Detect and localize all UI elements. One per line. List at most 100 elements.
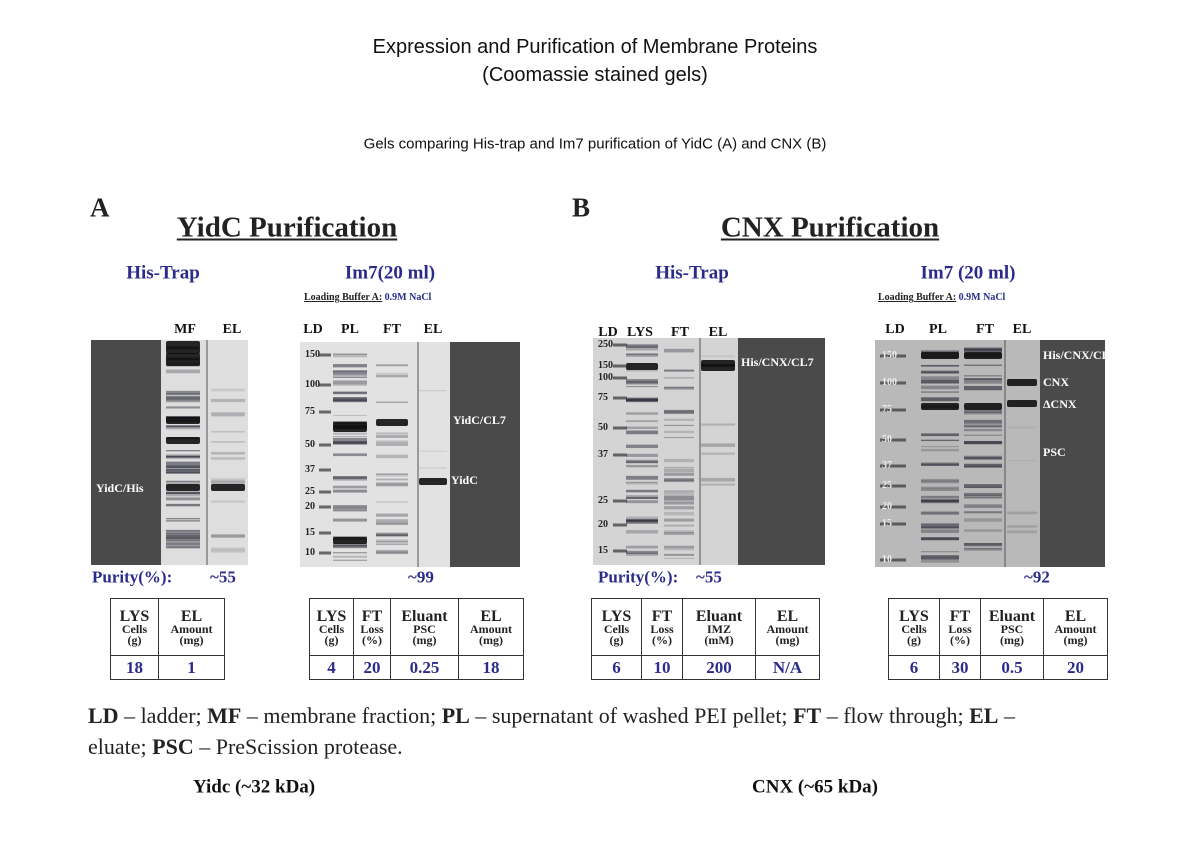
table-cell: 1 bbox=[158, 655, 225, 680]
method-label: Im7(20 ml) bbox=[344, 262, 436, 284]
gel-dark-area bbox=[738, 338, 825, 565]
gel-band bbox=[664, 490, 694, 493]
gel-band bbox=[921, 480, 959, 484]
gel-band bbox=[964, 529, 1002, 532]
gel-band bbox=[626, 379, 658, 383]
header-line: LYS bbox=[316, 607, 347, 625]
legend-text: – ladder; bbox=[118, 703, 208, 728]
gel-band bbox=[376, 541, 408, 545]
gel-dark-area bbox=[450, 342, 520, 567]
gel-band bbox=[166, 529, 200, 533]
header-line: EL bbox=[776, 607, 799, 625]
ladder-label: 75 bbox=[598, 392, 608, 403]
ladder-label: 37 bbox=[305, 464, 315, 475]
gel-band bbox=[376, 549, 408, 553]
gel-band bbox=[1007, 511, 1037, 515]
gel-band bbox=[964, 381, 1002, 384]
legend-abbr: MF bbox=[207, 703, 242, 728]
gel-band bbox=[964, 543, 1002, 545]
gel-band bbox=[376, 442, 408, 446]
gel-band bbox=[664, 468, 694, 473]
gel-dark-area bbox=[91, 340, 161, 565]
ladder-label: 100 bbox=[882, 377, 897, 388]
ladder-label: 50 bbox=[882, 434, 892, 445]
gel-band bbox=[664, 478, 694, 482]
gel-band bbox=[664, 377, 694, 379]
gel-band bbox=[211, 547, 245, 550]
lane-label: PL bbox=[929, 322, 947, 337]
band-label: PSC bbox=[1043, 446, 1066, 458]
gel-band bbox=[333, 397, 367, 401]
gel-band bbox=[964, 403, 1002, 410]
gel-band bbox=[376, 539, 408, 541]
lane-label: EL bbox=[1012, 322, 1032, 337]
gel-band bbox=[376, 520, 408, 524]
gel-band bbox=[664, 369, 694, 372]
header-line: Loss bbox=[360, 621, 384, 636]
gel-band bbox=[664, 412, 694, 415]
band-label: His/CNX/CL7 bbox=[1043, 349, 1105, 361]
gel-band bbox=[376, 551, 408, 555]
gel-band bbox=[921, 403, 959, 410]
gel-band bbox=[376, 534, 408, 537]
gel-band bbox=[921, 560, 959, 563]
gel-band bbox=[376, 475, 408, 477]
gel-band bbox=[921, 371, 959, 374]
gel-band bbox=[921, 376, 959, 380]
gel-band bbox=[211, 441, 245, 443]
gel-band bbox=[166, 537, 200, 540]
gel-band bbox=[921, 352, 959, 359]
legend-abbr: EL bbox=[969, 703, 999, 728]
header-line: Cells bbox=[901, 621, 927, 636]
purity-value: ~55 bbox=[696, 567, 722, 587]
header-line: PSC bbox=[413, 621, 436, 636]
header-line: Amount bbox=[1054, 621, 1097, 636]
header-line: (mM) bbox=[704, 632, 734, 647]
gel-band bbox=[376, 532, 408, 536]
ladder-band bbox=[319, 551, 331, 555]
gel-band bbox=[964, 518, 1002, 522]
ladder-band bbox=[880, 408, 906, 412]
gel-band bbox=[664, 506, 694, 510]
ladder-band bbox=[880, 438, 906, 442]
gel-band bbox=[664, 473, 694, 476]
gel-band bbox=[921, 499, 959, 503]
table-cell: 200 bbox=[682, 655, 756, 680]
header-line: FT bbox=[361, 607, 383, 625]
gel-band bbox=[964, 389, 1002, 391]
ladder-label: 20 bbox=[305, 501, 315, 512]
gel-band bbox=[333, 505, 367, 510]
header-line: PSC bbox=[1000, 621, 1024, 636]
gel-band bbox=[964, 440, 1002, 445]
gel-band bbox=[921, 433, 959, 437]
table-cell: 6 bbox=[888, 655, 940, 680]
gel-band bbox=[964, 548, 1002, 550]
gel-band bbox=[964, 492, 1002, 496]
gel-band bbox=[626, 482, 658, 485]
gel-band bbox=[964, 428, 1002, 432]
table-cell: 0.5 bbox=[980, 655, 1044, 680]
buffer-name: Loading Buffer A: bbox=[878, 292, 957, 303]
ladder-band bbox=[613, 549, 627, 553]
gel-band bbox=[626, 552, 658, 556]
gel-band bbox=[626, 489, 658, 493]
subtitle: Gels comparing His-trap and Im7 purifica… bbox=[363, 135, 827, 153]
ladder-label: 37 bbox=[598, 449, 608, 460]
header-line: Amount bbox=[766, 621, 809, 636]
gel-band bbox=[921, 488, 959, 490]
lane-label: EL bbox=[423, 322, 443, 337]
gel-band bbox=[166, 455, 200, 459]
gel-band bbox=[166, 503, 200, 507]
gel-band bbox=[166, 425, 200, 428]
lane-label: LD bbox=[885, 322, 905, 337]
title-line: (Coomassie stained gels) bbox=[482, 64, 708, 86]
gel-band bbox=[333, 432, 367, 435]
gel-band bbox=[166, 399, 200, 403]
gel-band bbox=[166, 464, 200, 468]
gel-band bbox=[921, 462, 959, 466]
gel-band bbox=[626, 497, 658, 500]
gel-band bbox=[333, 370, 367, 374]
gel-band bbox=[166, 496, 200, 500]
ladder-label: 100 bbox=[598, 372, 613, 383]
